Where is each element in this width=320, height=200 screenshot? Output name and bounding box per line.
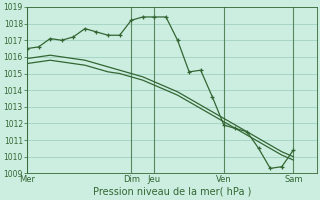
X-axis label: Pression niveau de la mer( hPa ): Pression niveau de la mer( hPa ) xyxy=(92,187,251,197)
